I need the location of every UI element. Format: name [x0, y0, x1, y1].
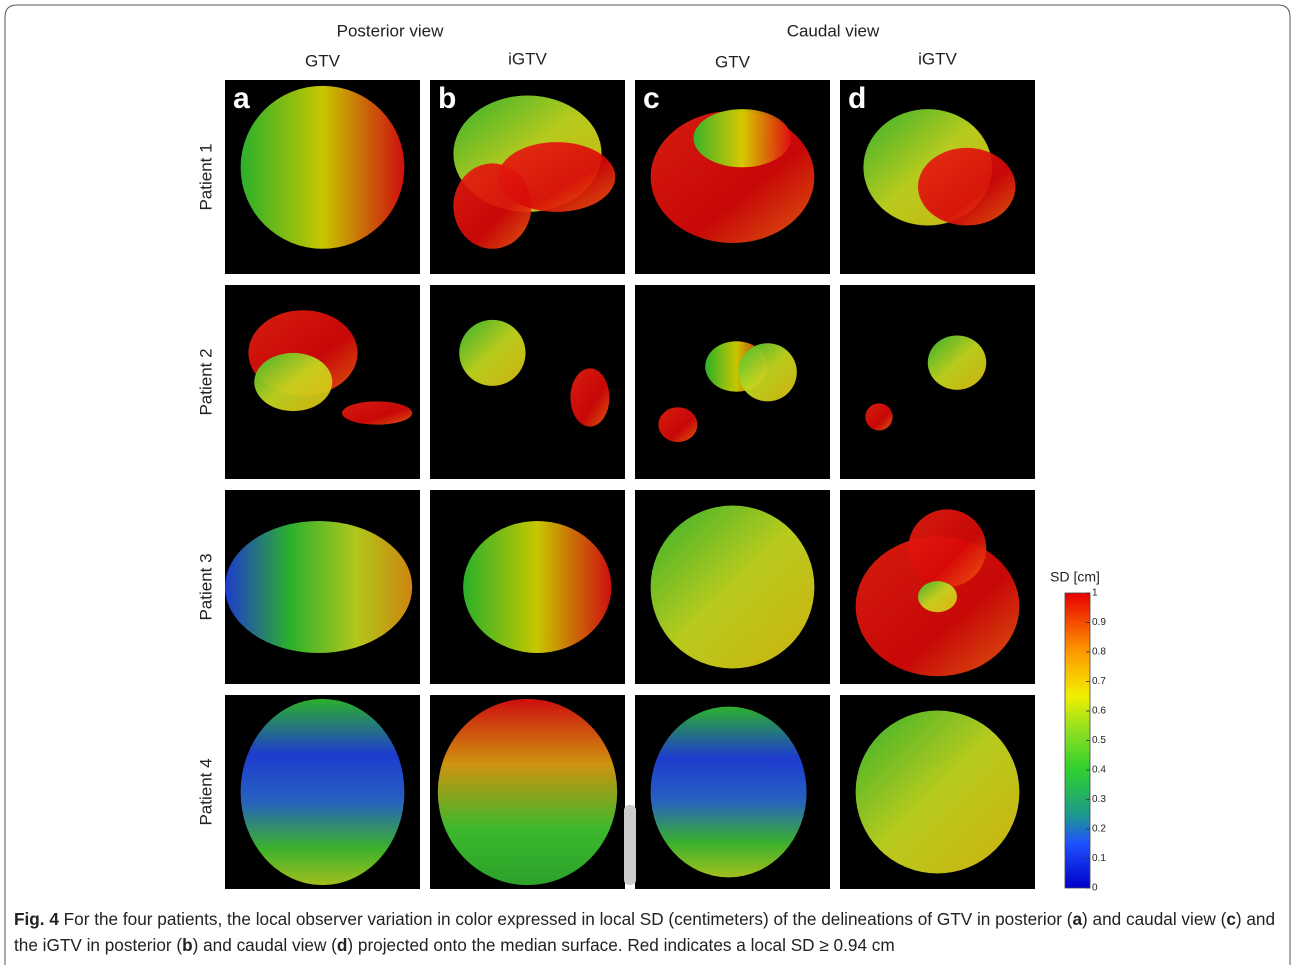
colorbar-tick-label: 0.8 [1092, 647, 1106, 658]
colorbar-tick-label: 1 [1092, 588, 1098, 599]
panel-letter: b [438, 82, 456, 115]
panel [430, 490, 625, 684]
caption-bold: d [337, 935, 348, 955]
view-header: Posterior view [337, 21, 444, 40]
surface-render [241, 86, 405, 249]
caption: Fig. 4 For the four patients, the local … [14, 906, 1276, 958]
panel-letter: d [848, 82, 866, 115]
surface-render [856, 711, 1020, 874]
panel [635, 490, 830, 684]
caption-text: ) and caudal view ( [193, 935, 337, 955]
row-label: Patient 3 [196, 553, 215, 620]
colorbar-tick-label: 0.7 [1092, 676, 1106, 687]
surface-render [658, 407, 697, 442]
surface-render [254, 353, 332, 411]
panel [225, 80, 420, 274]
caption-text: For the four patients, the local observe… [59, 909, 1073, 929]
column-header: GTV [305, 51, 341, 70]
surface-render [342, 401, 412, 424]
view-header: Caudal view [787, 21, 880, 40]
caption-bold: a [1072, 909, 1082, 929]
colorbar-tick-label: 0.9 [1092, 617, 1106, 628]
panel [430, 285, 625, 479]
page: {"figure": { "view_headers": ["Posterior… [0, 0, 1292, 965]
colorbar-tick-label: 0.2 [1092, 824, 1106, 835]
caption-bold: c [1226, 909, 1236, 929]
surface-render [694, 109, 792, 167]
caption-text: ) and caudal view ( [1082, 909, 1226, 929]
colorbar-tick-label: 0 [1092, 883, 1098, 894]
surface-render [738, 343, 797, 401]
column-header: iGTV [918, 49, 957, 68]
panel [430, 695, 625, 889]
caption-bold: Fig. 4 [14, 909, 59, 929]
surface-render [865, 403, 892, 430]
caption-bold: b [182, 935, 193, 955]
surface-render [928, 335, 987, 389]
panel [225, 285, 420, 479]
colorbar-tick-label: 0.1 [1092, 853, 1106, 864]
surface-render [498, 142, 615, 212]
panel [225, 695, 420, 889]
colorbar-tick-label: 0.4 [1092, 765, 1106, 776]
colorbar-tick-label: 0.6 [1092, 706, 1106, 717]
figure: Posterior view Caudal view SD [cm] GTV iG… [0, 0, 1292, 965]
body-icon [624, 805, 636, 885]
panel-grid [225, 80, 1035, 889]
column-header: iGTV [508, 49, 547, 68]
surface-render [459, 320, 525, 386]
surface-render [908, 509, 986, 587]
panel [225, 490, 420, 684]
surface-render [438, 699, 617, 885]
panel [635, 695, 830, 889]
panel [635, 80, 830, 274]
surface-render [225, 521, 412, 653]
row-label: Patient 4 [196, 758, 215, 825]
surface-render [651, 707, 807, 878]
panel-letter: a [233, 82, 250, 115]
panel [840, 695, 1035, 889]
colorbar-tick-label: 0.5 [1092, 735, 1106, 746]
panel-letter: c [643, 82, 660, 115]
colorbar-tick-label: 0.3 [1092, 794, 1106, 805]
column-header: GTV [715, 52, 751, 71]
surface-render [241, 699, 405, 885]
colorbar-label: SD [cm] [1050, 569, 1100, 585]
surface-render [651, 506, 815, 669]
panel [430, 80, 625, 274]
surface-render [918, 148, 1016, 226]
row-label: Patient 2 [196, 348, 215, 415]
panel [840, 80, 1035, 274]
panel [840, 285, 1035, 479]
panel [840, 490, 1035, 684]
caption-text: ) projected onto the median surface. Red… [347, 935, 894, 955]
surface-render [463, 521, 611, 653]
surface-render [918, 581, 957, 612]
row-label: Patient 1 [196, 143, 215, 210]
panel [635, 285, 830, 479]
surface-render [570, 368, 609, 426]
